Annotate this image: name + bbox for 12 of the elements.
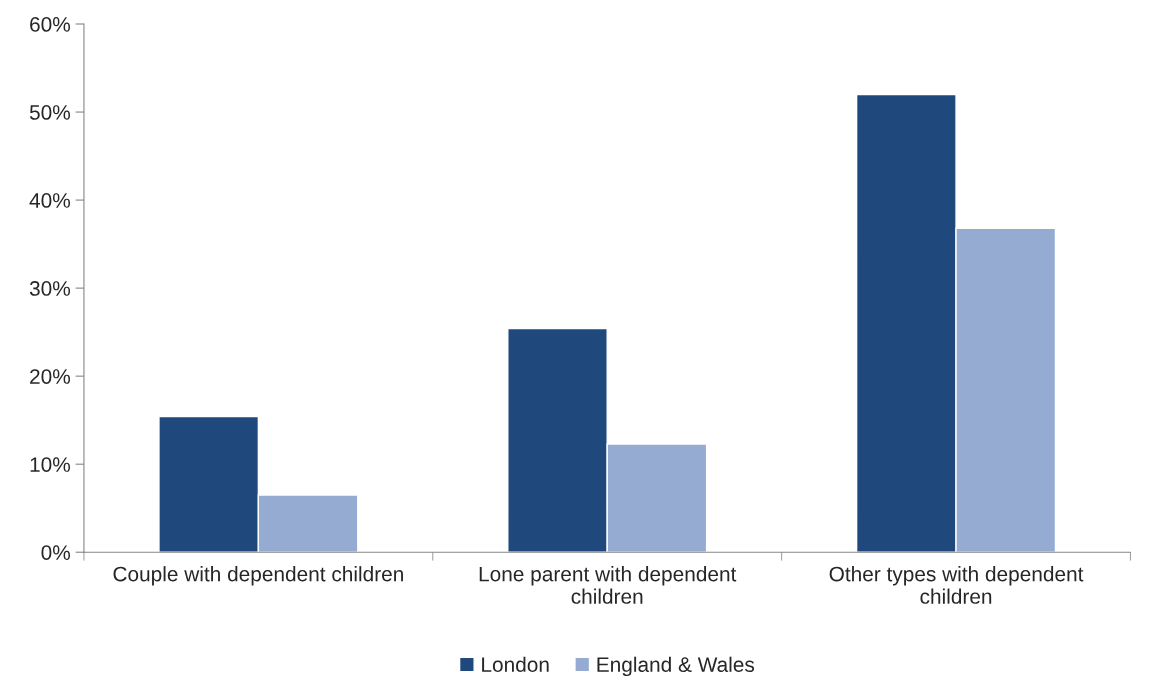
y-tick-label: 40% xyxy=(29,193,71,208)
x-tick-label: Couple with dependent children xyxy=(113,566,403,586)
y-tick-label: 20% xyxy=(30,369,71,384)
y-tick-label: 10% xyxy=(30,457,71,472)
y-tick-label: 0% xyxy=(41,545,71,560)
x-tick-label: Lone parent with dependent children xyxy=(479,566,737,604)
x-tick-label: Other types with dependent children xyxy=(829,566,1084,604)
y-tick-label: 60% xyxy=(30,17,71,32)
y-tick-label: 50% xyxy=(29,105,71,120)
y-tick-label: 30% xyxy=(29,281,71,296)
legend-label: London xyxy=(482,656,549,672)
legend-label: England & Wales xyxy=(597,656,755,677)
